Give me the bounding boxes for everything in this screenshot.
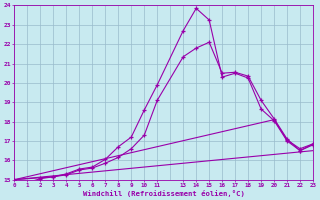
X-axis label: Windchill (Refroidissement éolien,°C): Windchill (Refroidissement éolien,°C) bbox=[83, 190, 245, 197]
